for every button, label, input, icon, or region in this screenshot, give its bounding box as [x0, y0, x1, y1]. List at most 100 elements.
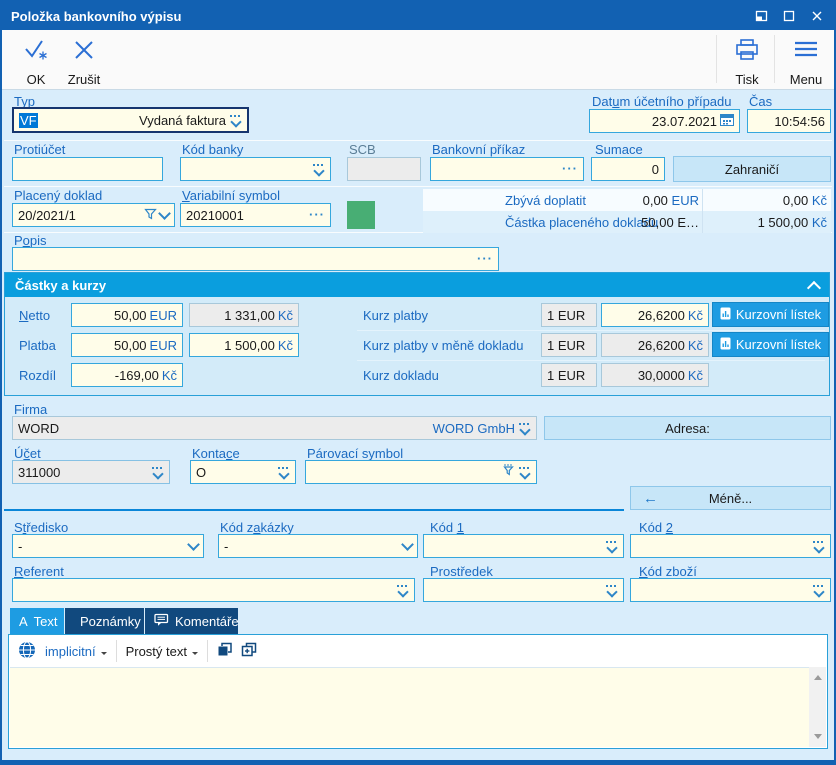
chevron-down-icon[interactable] [158, 206, 171, 220]
typ-value: Vydaná faktura [139, 112, 226, 128]
firma-combobox[interactable]: WORD WORD GmbH [12, 416, 537, 440]
rozdil-amount-input[interactable]: -169,00 Kč [71, 363, 183, 387]
kurzovni-listek-button[interactable]: Kurzovní lístek [712, 302, 829, 327]
referent-input[interactable] [12, 578, 415, 602]
mene-label: Méně... [708, 490, 753, 506]
chevron-down-icon[interactable] [100, 652, 107, 658]
kod-zakazky-combobox[interactable]: - [218, 534, 418, 558]
section-divider-line [4, 509, 624, 511]
prostredek-input[interactable] [423, 578, 624, 602]
cancel-button[interactable]: Zrušit [60, 35, 108, 90]
ucet-combobox[interactable]: 311000 [12, 460, 170, 484]
chevron-down-icon[interactable] [187, 537, 200, 551]
tab-poznamky[interactable]: Poznámky [65, 608, 144, 634]
window-bottom-border [2, 760, 834, 763]
collapse-up-icon[interactable] [806, 280, 822, 295]
castka-placeneho-amount: 50,00 E… [641, 215, 699, 230]
kurzovni-listek-button[interactable]: Kurzovní lístek [712, 332, 829, 357]
copy-icon[interactable] [217, 642, 232, 660]
row-divider [4, 140, 832, 141]
ellipsis-icon[interactable] [309, 210, 325, 220]
copy-add-icon[interactable] [241, 642, 257, 660]
scroll-up-icon[interactable] [813, 671, 822, 680]
dropdown-icon[interactable] [812, 540, 825, 554]
dropdown-icon[interactable] [605, 584, 618, 598]
firma-code: WORD [18, 420, 60, 436]
dropdown-icon[interactable] [605, 540, 618, 554]
ucet-value: 311000 [18, 464, 61, 480]
kurz-dokladu-rate: 30,0000 Kč [601, 363, 709, 387]
dropdown-icon[interactable] [229, 114, 242, 128]
summary-row: Částka placeného dokladu 50,00 E… 1 500,… [423, 211, 831, 233]
print-button[interactable]: Tisk [724, 35, 770, 90]
dropdown-icon[interactable] [518, 422, 531, 436]
chart-doc-icon [720, 337, 731, 353]
kod1-label: Kód 1 [430, 520, 464, 535]
tab-text[interactable]: Text [10, 608, 64, 634]
netto-amount-input[interactable]: 50,00 EUR [71, 303, 183, 327]
kurz-platby-rate-input[interactable]: 26,6200 Kč [601, 303, 709, 327]
kurz-platby-mene-unit: 1 EUR [541, 333, 597, 357]
ellipsis-icon[interactable] [562, 164, 578, 174]
dropdown-icon[interactable] [812, 584, 825, 598]
zahranici-button[interactable]: Zahraničí [673, 156, 831, 182]
kod2-input[interactable] [630, 534, 831, 558]
ellipsis-icon[interactable] [477, 254, 493, 264]
variabilni-symbol-input[interactable]: 20210001 [180, 203, 331, 227]
dropdown-icon[interactable] [312, 163, 325, 177]
adresa-button[interactable]: Adresa: [544, 416, 831, 440]
filter-icon[interactable] [502, 464, 515, 480]
kontace-combobox[interactable]: O [190, 460, 296, 484]
tab-komentare[interactable]: Komentáře [145, 608, 239, 634]
stredisko-combobox[interactable]: - [12, 534, 204, 558]
section-header[interactable]: Částky a kurzy [5, 273, 829, 297]
kod1-input[interactable] [423, 534, 624, 558]
chevron-down-icon[interactable] [401, 537, 414, 551]
firma-name: WORD GmbH [432, 420, 515, 436]
close-icon[interactable] [809, 9, 825, 23]
typ-combobox[interactable]: VF Vydaná faktura [12, 107, 249, 133]
maximize-icon[interactable] [781, 9, 797, 23]
datum-label: Datum účetního případu [592, 94, 732, 109]
kurz-platby-mene-rate: 26,6200 Kč [601, 333, 709, 357]
dropdown-icon[interactable] [151, 466, 164, 480]
kontace-label: Kontace [192, 446, 240, 461]
scroll-down-icon[interactable] [813, 734, 822, 743]
dropdown-icon[interactable] [396, 584, 409, 598]
rate-row-divider [357, 330, 825, 331]
comments-icon [154, 613, 169, 630]
rozdil-label: Rozdíl [19, 368, 56, 383]
placeny-doklad-combobox[interactable]: 20/2021/1 [12, 203, 175, 227]
parovaci-symbol-input[interactable] [305, 460, 537, 484]
chevron-down-icon[interactable] [192, 652, 198, 658]
scrollbar[interactable] [809, 667, 826, 747]
dropdown-icon[interactable] [277, 466, 290, 480]
text-content-area[interactable] [10, 667, 809, 747]
kod-banky-input[interactable] [180, 157, 331, 181]
firma-label: Firma [14, 402, 48, 417]
ok-button[interactable]: OK [14, 35, 58, 90]
dropdown-icon[interactable] [518, 466, 531, 480]
globe-icon[interactable] [18, 641, 36, 662]
ok-check-icon [23, 38, 50, 65]
format-selector[interactable]: Prostý text [125, 643, 187, 659]
mene-button[interactable]: ← Méně... [630, 486, 831, 510]
language-selector[interactable]: implicitní [45, 643, 96, 659]
bankovni-prikaz-input[interactable] [430, 157, 584, 181]
cas-input[interactable]: 10:54:56 [747, 109, 831, 133]
popis-input[interactable] [12, 247, 499, 271]
menu-button[interactable]: Menu [782, 35, 830, 90]
restore-icon[interactable] [753, 9, 769, 23]
kod-zakazky-label: Kód zakázky [220, 520, 294, 535]
datum-input[interactable]: 23.07.2021 [589, 109, 740, 133]
protiucet-input[interactable] [12, 157, 163, 181]
netto-label: Netto [19, 308, 51, 323]
calendar-icon[interactable] [720, 113, 734, 129]
kod-zbozi-input[interactable] [630, 578, 831, 602]
filter-icon[interactable] [144, 208, 157, 223]
parovaci-symbol-label: Párovací symbol [307, 446, 404, 461]
platba-amount-input[interactable]: 50,00 EUR [71, 333, 183, 357]
platba-czk-input[interactable]: 1 500,00 Kč [189, 333, 299, 357]
sumace-input[interactable]: 0 [591, 157, 665, 181]
